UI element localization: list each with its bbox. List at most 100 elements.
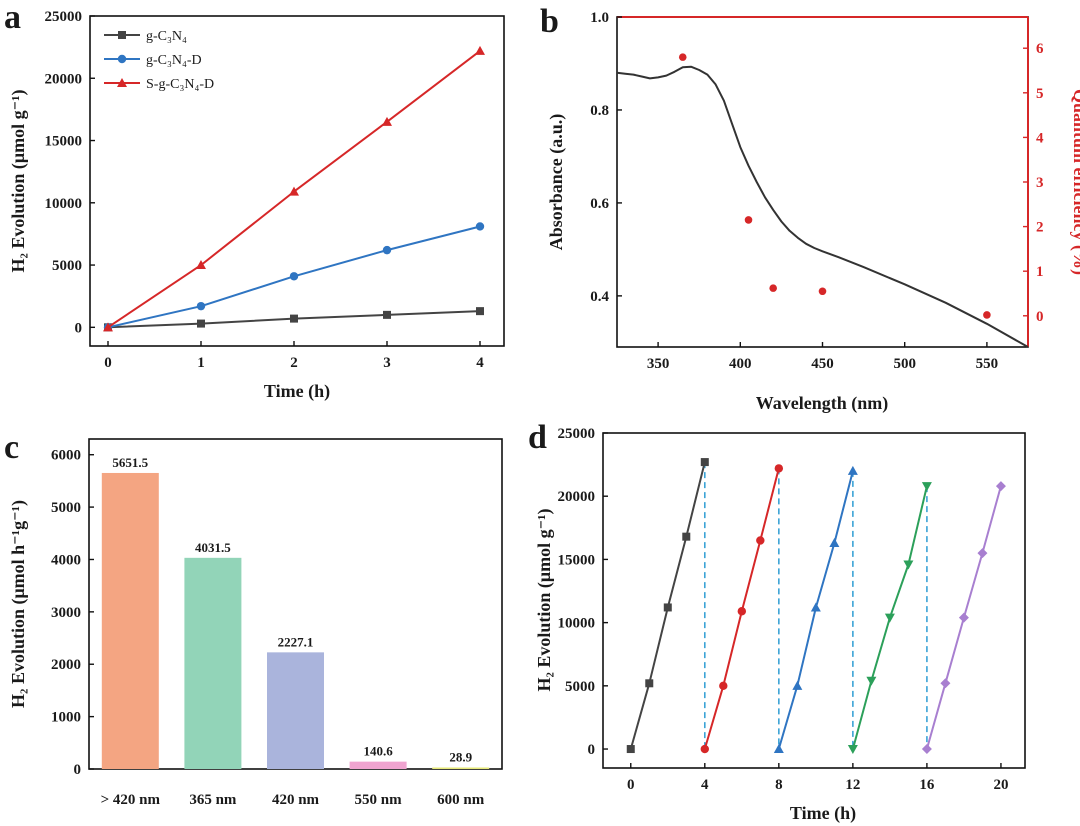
data-point-d (847, 465, 858, 475)
data-point-d (774, 464, 784, 473)
x-axis-label-d: Time (h) (790, 803, 856, 824)
c-y-tick-label: 0 (74, 762, 82, 778)
a-y-tick-label: 15000 (45, 134, 83, 150)
a-x-tick-label: 4 (476, 355, 484, 371)
d-y-tick-label: 10000 (558, 616, 596, 632)
panel-letter-d: d (528, 419, 547, 456)
data-point-d (645, 679, 654, 688)
a-x-tick-label: 2 (290, 355, 298, 371)
data-point-d (737, 607, 747, 616)
data-point-d (866, 676, 877, 686)
a-x-tick-label: 0 (104, 355, 112, 371)
d-y-tick-label: 0 (588, 742, 596, 758)
data-point-a (290, 314, 298, 323)
a-y-tick-label: 10000 (45, 196, 83, 212)
legend-a: g-C₃N₄ g-C₃N₄-D S-g-C₃N₄-D (104, 29, 214, 92)
panel-b: b 350 400 450 500 550 0.4 0.6 0.8 1.0 0 1 2 3 4 5 6 Wav… (540, 3, 1080, 414)
bar-value-label: 28.9 (449, 749, 472, 764)
d-y-tick-label: 15000 (558, 552, 596, 568)
panel-c: c 0 1000 2000 3000 4000 5000 6000 5651.5 > 420 n… (4, 429, 503, 808)
qe-data-point (744, 216, 753, 224)
legend-marker-gc3n4-d (117, 54, 127, 64)
series-a-1 (103, 222, 485, 332)
legend-label-gc3n4: g-C₃N₄ (146, 29, 187, 44)
series-a-0 (104, 307, 484, 332)
qe-data-point (983, 311, 991, 319)
b-right-y-tick-label: 3 (1036, 175, 1044, 191)
bar-value-label: 4031.5 (195, 540, 231, 555)
data-point-a (289, 272, 299, 281)
plot-frame-b (616, 16, 1029, 348)
bar-value-label: 2227.1 (278, 634, 314, 649)
c-y-tick-label: 6000 (51, 448, 81, 464)
absorbance-curve (616, 65, 1029, 348)
b-y-tick-label: 0.8 (590, 103, 609, 119)
y-axis-label-a: H₂ Evolution (μmol g⁻¹) (8, 89, 29, 272)
x-axis-label-a: Time (h) (264, 381, 330, 402)
a-y-tick-label: 20000 (45, 71, 83, 87)
b-y-tick-label: 0.4 (590, 289, 609, 305)
x-category-label: 420 nm (272, 792, 320, 808)
x-category-label: > 420 nm (101, 792, 161, 808)
cycle-series-1 (626, 458, 709, 754)
x-category-label: 600 nm (437, 792, 485, 808)
d-x-tick-label: 12 (845, 777, 860, 793)
b-x-tick-label: 500 (893, 356, 916, 372)
y-axis-label-d: H₂ Evolution (μmol g⁻¹) (534, 508, 555, 691)
data-point-d (756, 536, 765, 545)
data-point-d (903, 560, 914, 570)
qe-data-point (818, 287, 827, 296)
data-point-d (940, 678, 951, 689)
c-y-tick-label: 2000 (51, 657, 81, 673)
bar-value-label: 140.6 (363, 744, 393, 759)
a-x-tick-label: 3 (383, 355, 391, 371)
bar (101, 472, 159, 769)
b-y-tick-label: 0.6 (590, 196, 609, 212)
data-point-d (626, 745, 635, 754)
data-point-d (792, 680, 803, 690)
d-y-tick-label: 5000 (565, 679, 595, 695)
panel-letter-b: b (540, 3, 559, 40)
panel-letter-c: c (4, 429, 19, 466)
cycle-series-2 (700, 464, 784, 754)
d-y-tick-label: 25000 (558, 426, 596, 442)
a-x-tick-label: 1 (197, 355, 205, 371)
d-x-tick-label: 0 (627, 777, 635, 793)
a-y-tick-label: 0 (75, 320, 83, 336)
b-right-y-tick-label: 0 (1036, 309, 1044, 325)
data-point-a (382, 245, 392, 255)
d-x-tick-label: 4 (701, 777, 709, 793)
d-x-tick-label: 16 (919, 777, 935, 793)
d-x-tick-label: 8 (775, 777, 783, 793)
data-point-d (977, 548, 988, 559)
data-point-a (196, 301, 206, 311)
data-point-a (289, 186, 299, 196)
data-point-d (700, 744, 709, 754)
a-y-tick-label: 5000 (52, 258, 82, 274)
cycle-series-4 (847, 482, 932, 755)
plot-area-a: 0 1 2 3 4 0 5000 10000 15000 20000 25000 (45, 9, 485, 371)
data-point-d (921, 482, 932, 492)
data-point-d (773, 744, 784, 754)
data-point-a (103, 322, 113, 332)
b-right-y-tick-label: 6 (1036, 41, 1044, 57)
data-point-a (383, 310, 391, 319)
c-y-tick-label: 3000 (51, 605, 81, 621)
y-axis-label-b: Absorbance (a.u.) (546, 114, 567, 251)
data-point-d (995, 481, 1006, 492)
data-point-a (382, 116, 392, 126)
b-x-tick-label: 450 (811, 356, 834, 372)
bar-value-label: 5651.5 (112, 455, 148, 470)
data-point-d (663, 603, 672, 612)
d-x-tick-label: 20 (993, 777, 1008, 793)
x-axis-label-b: Wavelength (nm) (756, 393, 889, 414)
data-point-d (958, 612, 969, 623)
panel-d: d 0 4 8 12 16 20 0 5000 10000 15000 20000 25000 Tim… (528, 419, 1026, 824)
cycle-series-3 (773, 465, 858, 754)
data-point-a (476, 307, 484, 316)
qe-data-point (678, 53, 687, 61)
panel-letter-a: a (4, 0, 21, 36)
a-y-tick-label: 25000 (45, 9, 83, 25)
x-category-label: 365 nm (189, 792, 237, 808)
